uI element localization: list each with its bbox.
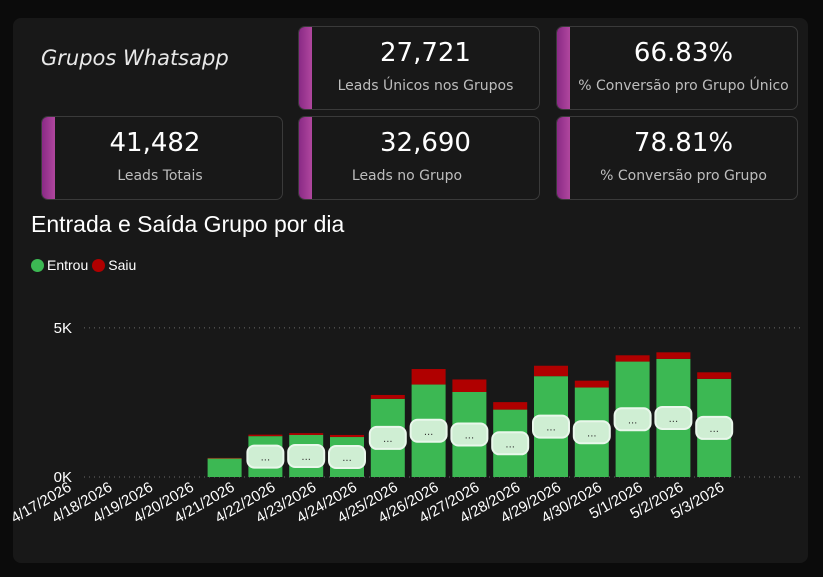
data-label-bg <box>409 418 448 443</box>
data-label: ... <box>261 453 271 464</box>
data-label-bg <box>695 415 734 440</box>
data-label-bg <box>246 444 285 469</box>
kpi-value: 66.83% <box>633 38 734 68</box>
bar-saiu <box>493 402 528 410</box>
kpi-accent-bar <box>42 117 55 199</box>
data-label: ... <box>424 427 434 438</box>
data-label: ... <box>546 423 556 434</box>
kpi-label: Leads no Grupo <box>351 168 463 184</box>
bar-saiu <box>411 369 446 385</box>
y-tick-label: 5K <box>54 320 72 337</box>
kpi-accent-bar <box>557 27 570 109</box>
kpi-value: 78.81% <box>633 128 734 158</box>
data-label: ... <box>301 452 311 463</box>
kpi-label: Leads Únicos nos Grupos <box>337 78 514 94</box>
bar-saiu <box>289 433 324 435</box>
kpi-label: % Conversão pro Grupo <box>600 168 767 184</box>
data-label-bg <box>287 443 326 468</box>
legend-label-saiu: Saiu <box>108 257 137 273</box>
legend-swatch-entrou <box>31 258 44 272</box>
data-label: ... <box>709 424 719 435</box>
bar-saiu <box>534 365 568 377</box>
kpi-accent-bar <box>299 27 312 109</box>
kpi-value: 41,482 <box>109 128 201 158</box>
bar-saiu <box>330 434 364 438</box>
bar-saiu <box>615 355 650 362</box>
data-label-bg <box>450 422 489 447</box>
data-label: ... <box>465 430 475 441</box>
kpi-label: % Conversão pro Grupo Único <box>578 78 789 94</box>
kpi-card-leads-totais: 41,482 Leads Totais <box>41 116 283 200</box>
data-label: ... <box>342 453 352 464</box>
kpi-label: Leads Totais <box>117 168 203 184</box>
y-tick-label: 0K <box>54 469 72 486</box>
kpi-card-conversao-grupo: 78.81% % Conversão pro Grupo <box>556 116 798 200</box>
kpi-value: 27,721 <box>380 38 471 68</box>
legend-item-saiu[interactable]: Saiu <box>92 257 136 273</box>
data-label: ... <box>505 439 515 450</box>
data-label-bg <box>613 407 652 432</box>
kpi-value: 32,690 <box>380 128 471 158</box>
bar-saiu <box>248 434 283 437</box>
legend-item-entrou[interactable]: Entrou <box>31 257 88 273</box>
data-label-bg <box>368 425 407 450</box>
kpi-card-conversao-grupo-unico: 66.83% % Conversão pro Grupo Único <box>556 26 798 110</box>
kpi-accent-bar <box>557 117 570 199</box>
data-label-bg <box>328 445 366 470</box>
kpi-card-leads-unicos: 27,721 Leads Únicos nos Grupos <box>298 26 540 110</box>
legend-label-entrou: Entrou <box>47 257 89 273</box>
kpi-accent-bar <box>299 117 312 199</box>
bar-saiu <box>656 352 691 359</box>
chart-legend: Entrou Saiu <box>31 257 140 273</box>
legend-swatch-saiu <box>92 258 106 272</box>
bar-entrou <box>207 458 242 477</box>
data-label-bg <box>572 420 611 445</box>
data-label-bg <box>654 405 693 430</box>
page-title: Grupos Whatsapp <box>41 46 229 70</box>
bar-saiu <box>697 372 732 379</box>
data-label: ... <box>669 414 679 425</box>
data-label: ... <box>628 415 638 426</box>
data-label: ... <box>383 434 393 445</box>
data-label-bg <box>491 431 530 456</box>
data-label-bg <box>532 414 570 439</box>
bar-saiu <box>574 380 609 388</box>
bar-saiu <box>207 457 242 459</box>
data-label: ... <box>587 428 597 439</box>
chart-title: Entrada e Saída Grupo por dia <box>31 211 345 237</box>
bar-saiu <box>452 379 487 392</box>
bar-saiu <box>370 394 405 399</box>
kpi-card-leads-no-grupo: 32,690 Leads no Grupo <box>298 116 540 200</box>
